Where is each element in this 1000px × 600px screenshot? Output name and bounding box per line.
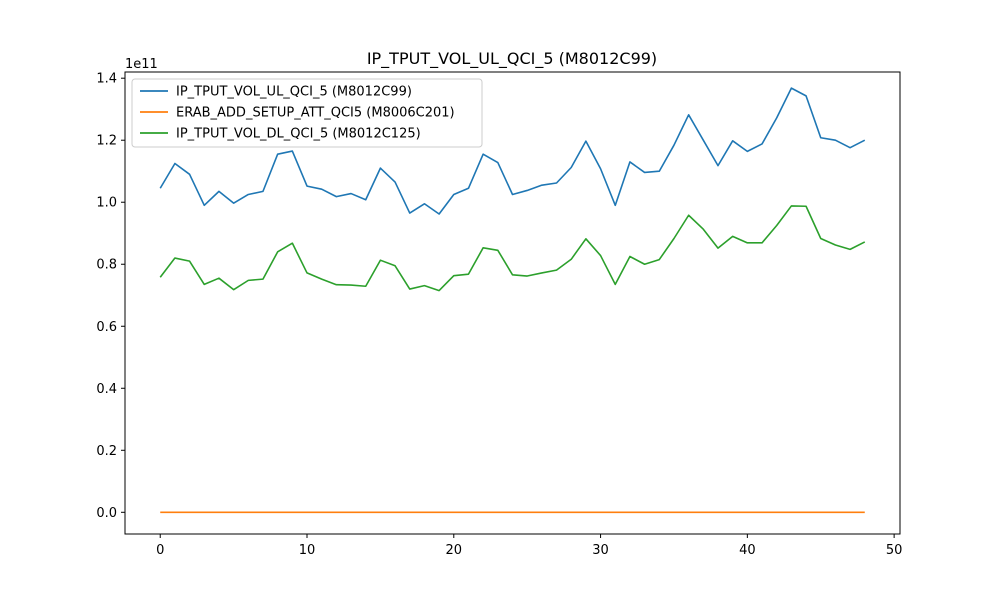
- x-tick-label: 30: [592, 543, 609, 558]
- legend: IP_TPUT_VOL_UL_QCI_5 (M8012C99) ERAB_ADD_…: [131, 78, 483, 148]
- legend-box: [131, 78, 483, 148]
- y-tick-label: 1.0: [96, 196, 117, 211]
- y-axis: 0.0 0.2 0.4 0.6 0.8 1.0 1.2 1.4: [96, 72, 125, 521]
- legend-entry: ERAB_ADD_SETUP_ATT_QCI5 (M8006C201): [176, 106, 455, 121]
- y-tick-label: 0.0: [96, 506, 117, 521]
- chart-title: IP_TPUT_VOL_UL_QCI_5 (M8012C99): [367, 49, 657, 69]
- x-tick-label: 40: [739, 543, 756, 558]
- y-tick-label: 0.4: [96, 382, 117, 397]
- y-axis-offset-label: 1e11: [125, 57, 158, 72]
- x-axis: 0 10 20 30 40 50: [156, 534, 902, 558]
- series-lines: [159, 87, 866, 514]
- series-line-1: [159, 87, 866, 215]
- y-tick-label: 0.6: [96, 320, 117, 335]
- series-line-3: [159, 205, 866, 292]
- legend-entry: IP_TPUT_VOL_DL_QCI_5 (M8012C125): [176, 127, 421, 142]
- y-tick-label: 1.4: [96, 72, 117, 87]
- x-tick-label: 10: [299, 543, 316, 558]
- legend-entry: IP_TPUT_VOL_UL_QCI_5 (M8012C99): [176, 85, 412, 100]
- x-tick-label: 0: [156, 543, 164, 558]
- y-tick-label: 0.2: [96, 444, 117, 459]
- y-tick-label: 1.2: [96, 134, 117, 149]
- x-tick-label: 50: [886, 543, 903, 558]
- x-tick-label: 20: [446, 543, 463, 558]
- y-tick-label: 0.8: [96, 258, 117, 273]
- plot-frame: [124, 71, 901, 535]
